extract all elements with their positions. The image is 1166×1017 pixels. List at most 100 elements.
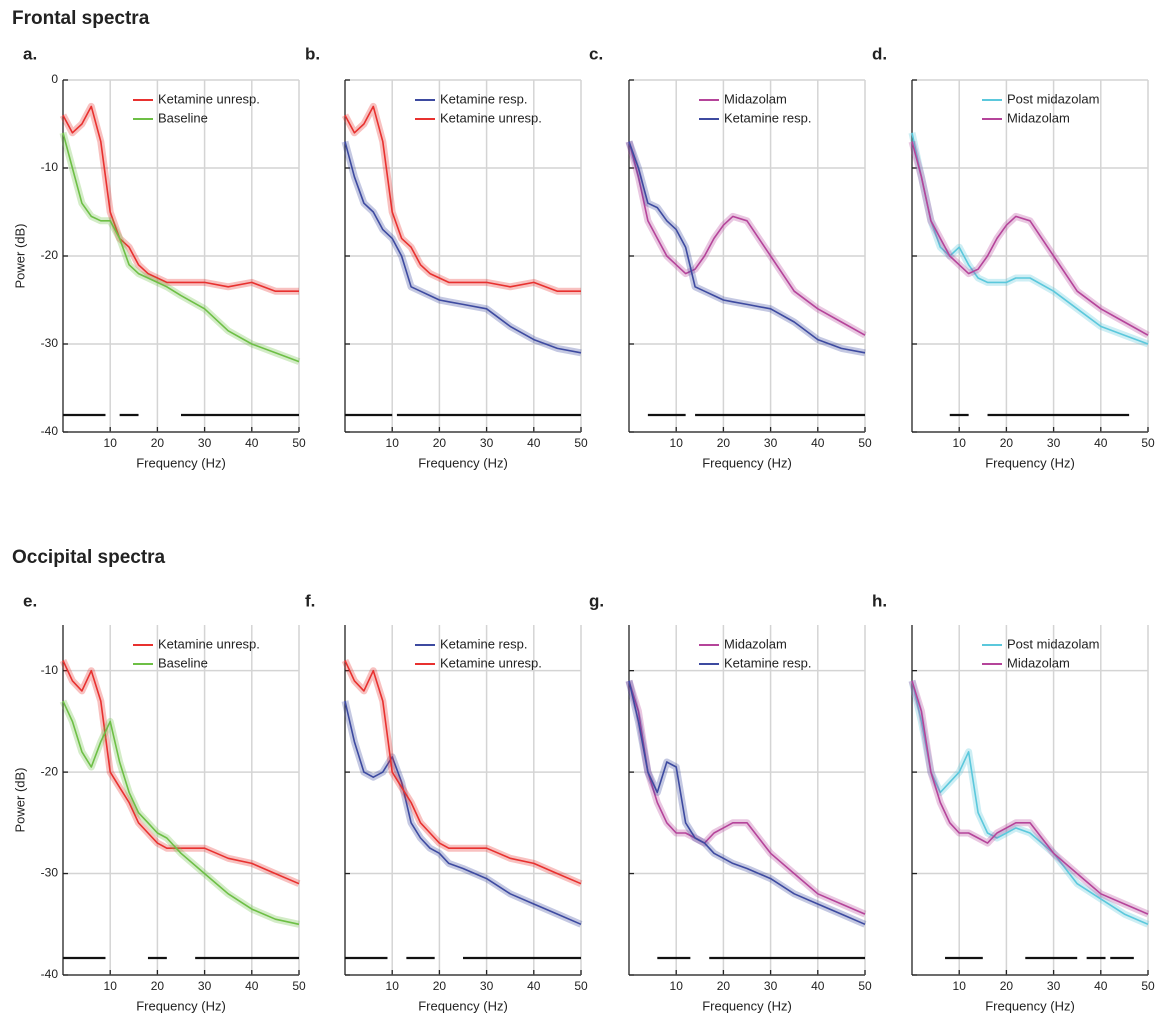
x-axis-label: Frequency (Hz) — [418, 455, 508, 470]
line-band — [908, 679, 1150, 918]
x-tick-label: 40 — [527, 979, 541, 993]
x-tick-label: 40 — [1094, 979, 1108, 993]
legend-label: Midazolam — [724, 91, 787, 106]
x-axis-label: Frequency (Hz) — [985, 998, 1075, 1013]
x-tick-label: 50 — [574, 436, 588, 450]
panel-label: c. — [589, 44, 603, 63]
line — [911, 680, 1149, 926]
line — [344, 700, 582, 926]
panel-label: f. — [305, 591, 315, 610]
x-tick-label: 20 — [151, 436, 165, 450]
x-axis-label: Frequency (Hz) — [136, 998, 226, 1013]
legend-label: Ketamine unresp. — [158, 91, 260, 106]
line-band — [625, 680, 867, 928]
x-tick-label: 30 — [480, 979, 494, 993]
x-tick-label: 20 — [717, 979, 731, 993]
legend-label: Ketamine unresp. — [440, 655, 542, 670]
legend-label: Midazolam — [1007, 655, 1070, 670]
x-tick-label: 30 — [198, 979, 212, 993]
line-band — [341, 700, 583, 928]
legend-label: Ketamine resp. — [724, 655, 811, 670]
legend-label: Baseline — [158, 110, 208, 125]
legend-label: Baseline — [158, 655, 208, 670]
y-tick-label: -40 — [41, 967, 59, 981]
x-axis-label: Frequency (Hz) — [702, 998, 792, 1013]
legend-label: Post midazolam — [1007, 636, 1099, 651]
x-tick-label: 30 — [480, 436, 494, 450]
x-tick-label: 10 — [953, 436, 967, 450]
line — [628, 141, 866, 336]
line-band — [625, 679, 867, 918]
legend-label: Midazolam — [1007, 110, 1070, 125]
panel-label: h. — [872, 591, 887, 610]
x-tick-label: 20 — [433, 436, 447, 450]
panel-label: b. — [305, 44, 320, 63]
y-tick-label: 0 — [51, 72, 58, 86]
x-tick-label: 30 — [764, 436, 778, 450]
x-tick-label: 20 — [1000, 979, 1014, 993]
x-tick-label: 40 — [245, 979, 259, 993]
section-title: Occipital spectra — [12, 547, 166, 568]
line — [344, 105, 581, 292]
panel-label: d. — [872, 44, 887, 63]
x-tick-label: 40 — [1094, 436, 1108, 450]
line — [628, 680, 866, 926]
line-band — [59, 131, 301, 365]
x-tick-label: 20 — [433, 979, 447, 993]
x-tick-label: 40 — [811, 979, 825, 993]
x-tick-label: 10 — [670, 436, 684, 450]
line-band — [908, 680, 1150, 928]
y-tick-label: -30 — [41, 336, 59, 350]
line — [62, 660, 300, 885]
x-tick-label: 50 — [574, 979, 588, 993]
x-axis-label: Frequency (Hz) — [136, 455, 226, 470]
legend-label: Ketamine resp. — [440, 636, 527, 651]
panel-label: g. — [589, 591, 604, 610]
panel-label: a. — [23, 44, 37, 63]
x-tick-label: 50 — [292, 436, 306, 450]
y-tick-label: -20 — [41, 764, 59, 778]
legend-label: Midazolam — [724, 636, 787, 651]
line — [344, 660, 582, 885]
x-tick-label: 50 — [1141, 436, 1155, 450]
x-tick-label: 50 — [292, 979, 306, 993]
legend-label: Ketamine unresp. — [440, 110, 542, 125]
x-tick-label: 50 — [1141, 979, 1155, 993]
y-axis-label: Power (dB) — [12, 767, 27, 832]
x-tick-label: 20 — [151, 979, 165, 993]
x-tick-label: 20 — [1000, 436, 1014, 450]
y-tick-label: -30 — [41, 866, 59, 880]
x-tick-label: 10 — [670, 979, 684, 993]
line-band — [59, 699, 300, 928]
line — [628, 680, 866, 915]
x-tick-label: 30 — [198, 436, 212, 450]
x-axis-label: Frequency (Hz) — [702, 455, 792, 470]
section-title: Frontal spectra — [12, 8, 150, 29]
y-tick-label: -20 — [41, 248, 59, 262]
legend-label: Ketamine unresp. — [158, 636, 260, 651]
line-band — [341, 140, 582, 357]
line — [628, 141, 866, 354]
x-axis-label: Frequency (Hz) — [985, 455, 1075, 470]
x-tick-label: 30 — [1047, 436, 1061, 450]
line — [62, 132, 300, 363]
line-band — [908, 140, 1150, 339]
x-tick-label: 10 — [386, 436, 400, 450]
y-tick-label: -10 — [41, 663, 59, 677]
line — [62, 700, 300, 926]
line — [344, 141, 582, 354]
legend-label: Ketamine resp. — [724, 110, 811, 125]
panel-label: e. — [23, 591, 37, 610]
y-axis-label: Power (dB) — [12, 223, 27, 288]
x-axis-label: Frequency (Hz) — [418, 998, 508, 1013]
x-tick-label: 30 — [1047, 979, 1061, 993]
legend-label: Ketamine resp. — [440, 91, 527, 106]
x-tick-label: 40 — [245, 436, 259, 450]
x-tick-label: 20 — [717, 436, 731, 450]
y-tick-label: -40 — [41, 424, 59, 438]
x-tick-label: 10 — [104, 979, 118, 993]
x-tick-label: 30 — [764, 979, 778, 993]
x-tick-label: 50 — [858, 979, 872, 993]
line — [911, 680, 1149, 915]
